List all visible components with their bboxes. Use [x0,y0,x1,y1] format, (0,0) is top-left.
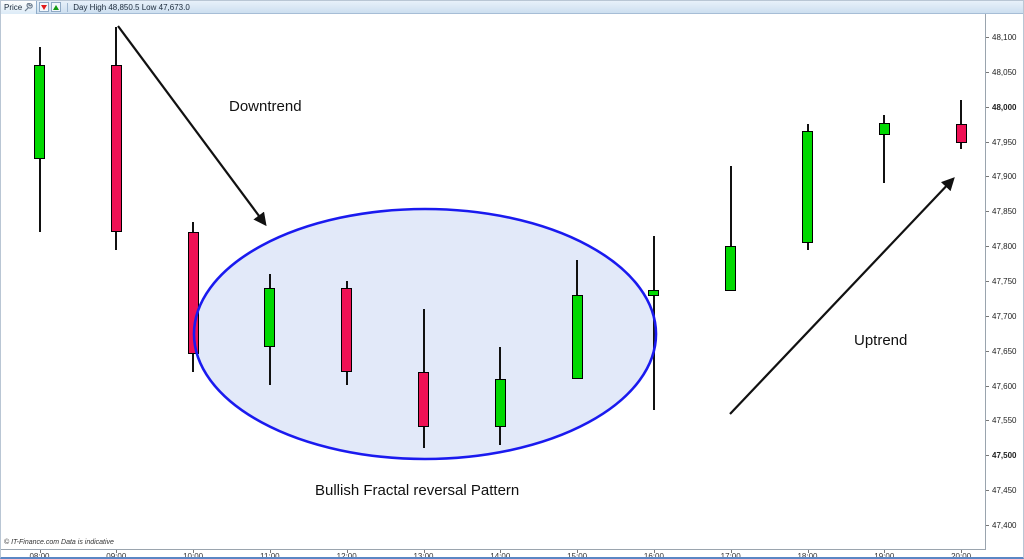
price-tick-label: 47,750 [992,276,1017,286]
time-tick-mark [39,550,41,553]
price-tick-label: 47,600 [992,381,1017,391]
downtrend-label: Downtrend [229,98,302,115]
time-tick-label: 18:00 [797,552,818,559]
buy-arrow-button[interactable] [51,2,62,12]
price-tick-mark [986,524,989,526]
price-tick-mark [986,211,989,213]
time-tick-label: 16:00 [643,552,664,559]
price-tick-label: 47,450 [992,486,1017,496]
price-tick-label: 47,550 [992,416,1017,426]
price-tick-mark [986,106,989,108]
time-tick-label: 08:00 [29,552,50,559]
time-tick-label: 11:00 [260,552,280,559]
candle-body-down [418,371,429,428]
price-tick-label: 47,700 [992,311,1017,321]
candle-wick [652,235,655,410]
sell-arrow-icon [41,4,48,10]
time-tick-mark [423,550,425,553]
time-tick-mark [730,550,732,553]
time-tick-label: 17:00 [720,552,741,559]
candle-body-down [341,287,353,372]
uptrend-label: Uptrend [854,332,908,349]
chart-toolbar: Price Day High 48,850.5 Low 47,673.0 [1,1,1023,14]
time-tick-mark [116,550,118,553]
candle-body-down [187,232,199,355]
price-tick-mark [986,176,989,178]
time-tick-mark [961,550,963,553]
price-tick-label: 47,950 [992,137,1017,147]
price-series-label: Price [4,2,23,12]
price-tick-mark [986,141,989,143]
pattern-label: Bullish Fractal reversal Pattern [315,482,520,499]
price-tick-label: 48,000 [992,102,1017,112]
time-tick-label: 19:00 [874,552,895,559]
candle-body-up [494,378,506,428]
time-tick-mark [193,550,195,553]
candle-body-up [571,294,583,379]
price-tick-label: 47,650 [992,346,1017,356]
time-tick-label: 09:00 [106,552,127,559]
time-tick-mark [884,550,886,553]
time-tick-label: 20:00 [951,552,972,559]
price-tick-label: 47,850 [992,207,1017,217]
time-tick-mark [346,550,348,553]
candle-body-down [955,124,967,143]
buy-arrow-icon [53,4,60,10]
price-tick-mark [986,315,989,317]
copyright-notice: © IT-Finance.com Data is indicative [4,539,114,546]
plot-area[interactable] [1,14,986,550]
candle-body-up [648,290,660,297]
price-tick-mark [986,71,989,73]
price-tick-mark [986,350,989,352]
candle-body-down [110,64,122,233]
time-tick-label: 15:00 [567,552,588,559]
time-tick-label: 14:00 [490,552,511,559]
price-tick-mark [986,37,989,38]
candle-body-up [802,131,813,243]
wrench-icon [24,2,33,11]
price-series-button[interactable]: Price [1,1,38,14]
price-tick-mark [986,420,989,422]
time-tick-label: 10:00 [183,552,204,559]
time-tick-mark [577,550,579,553]
candle-wick [960,99,963,149]
price-tick-label: 48,100 [992,33,1017,42]
candle-body-up [878,122,890,135]
price-tick-label: 47,500 [992,451,1017,461]
price-tick-mark [986,246,989,248]
time-tick-label: 13:00 [413,552,434,559]
candle-body-up [34,64,45,159]
candle-body-up [725,246,737,292]
price-tick-mark [986,385,989,387]
time-tick-mark [807,550,809,553]
price-tick-label: 47,400 [992,520,1017,530]
price-tick-mark [986,280,989,282]
price-tick-mark [986,455,989,457]
price-tick-label: 48,050 [992,67,1017,77]
time-tick-label: 12:00 [336,552,357,559]
day-high-low-readout: Day High 48,850.5 Low 47,673.0 [67,2,190,12]
candle-body-up [264,287,276,348]
time-tick-mark [269,550,271,553]
price-tick-label: 47,800 [992,242,1017,252]
time-tick-mark [653,550,655,553]
sell-arrow-button[interactable] [39,2,50,12]
candle-wick [883,115,886,184]
price-tick-label: 47,900 [992,172,1017,182]
time-tick-mark [500,550,502,553]
price-tick-mark [986,490,989,492]
